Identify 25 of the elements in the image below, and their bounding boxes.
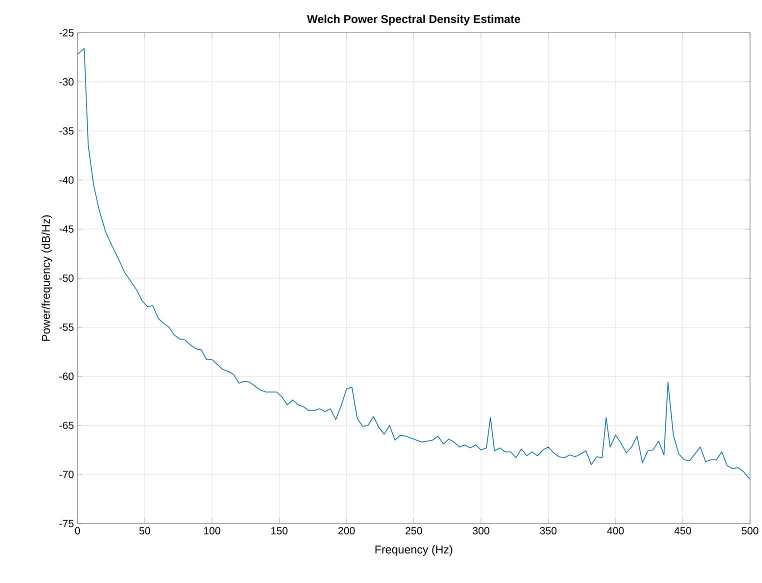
y-tick-label: -35 — [59, 127, 74, 135]
x-tick-label: 350 — [540, 526, 557, 534]
y-tick-label: -70 — [59, 470, 74, 478]
x-tick-label: 400 — [607, 526, 624, 534]
chart-title: Welch Power Spectral Density Estimate — [306, 14, 520, 26]
x-tick-label: 250 — [406, 526, 422, 534]
x-tick-label: 100 — [204, 526, 220, 534]
y-tick-label: -30 — [59, 78, 74, 86]
y-tick-label: -55 — [59, 324, 74, 331]
y-tick-label: -50 — [59, 274, 74, 282]
x-tick-label: 300 — [472, 526, 490, 534]
x-tick-label: 450 — [674, 526, 692, 534]
x-tick-label: 0 — [75, 526, 80, 534]
x-tick-label: 200 — [338, 526, 355, 534]
x-tick-label: 150 — [271, 526, 288, 534]
y-axis-title: Power/frequency (dB/Hz) — [42, 215, 52, 341]
y-tick-label: -45 — [59, 225, 74, 233]
x-tick-label: 500 — [742, 526, 758, 534]
y-tick-label: -25 — [59, 29, 74, 36]
x-tick-label: 50 — [139, 526, 150, 534]
y-tick-label: -75 — [59, 520, 74, 528]
y-tick-label: -40 — [59, 176, 74, 184]
y-tick-label: -60 — [59, 372, 74, 380]
x-axis-title: Frequency (Hz) — [375, 545, 452, 556]
y-tick-label: -65 — [59, 422, 74, 430]
